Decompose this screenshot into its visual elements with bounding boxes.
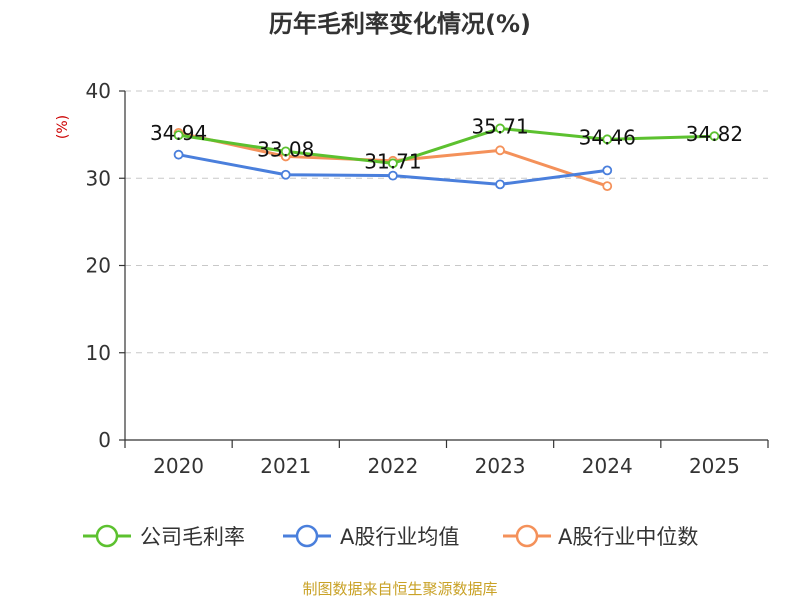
series-0-point-2023 [495, 123, 505, 134]
y-tick-label-4: 40 [86, 79, 111, 103]
legend-marker-1 [295, 524, 319, 548]
legend-marker-2 [515, 524, 539, 548]
x-tick-label-2020: 2020 [153, 454, 204, 478]
y-tick-label-3: 30 [86, 166, 111, 190]
data-label-2021: 33.08 [257, 137, 314, 161]
series-1-point-2024 [602, 165, 613, 176]
y-tick-label-0: 0 [98, 428, 111, 452]
series-1-point-2021 [280, 169, 291, 180]
series-1-point-2023 [495, 179, 505, 190]
legend-item-1[interactable]: A股行业均值 [283, 524, 459, 549]
x-tick-label-2025: 2025 [689, 454, 740, 478]
legend-item-0[interactable]: 公司毛利率 [83, 524, 245, 549]
series-0-point-2025 [709, 131, 720, 142]
series-0-point-2020 [173, 130, 184, 141]
series-line-0 [178, 126, 715, 165]
data-label-2020: 34.94 [150, 121, 207, 145]
x-tick-label-2023: 2023 [475, 454, 526, 478]
series-0-point-2022 [388, 158, 398, 169]
source-note: 制图数据来自恒生聚源数据库 [302, 580, 497, 598]
series-0-point-2024 [602, 134, 613, 145]
data-label-2025: 34.82 [686, 122, 743, 146]
y-tick-label-2: 20 [86, 254, 111, 278]
legend-label-0: 公司毛利率 [140, 525, 245, 549]
legend-item-2[interactable]: A股行业中位数 [503, 524, 698, 549]
x-tick-label-2022: 2022 [367, 454, 418, 478]
data-label-2023: 35.71 [471, 114, 528, 138]
series-0-point-2021 [280, 146, 291, 157]
data-label-layer: 34.94 33.08 31.71 35.71 34.46 34.82 [150, 114, 743, 173]
series-1-point-2020 [173, 149, 184, 160]
y-tick-label-1: 10 [86, 341, 111, 365]
series-layer [173, 123, 720, 192]
legend-marker-0 [95, 524, 119, 548]
y-axis-label: (%) [55, 115, 71, 139]
legend-label-2: A股行业中位数 [558, 525, 698, 549]
series-2-point-2023 [495, 145, 505, 156]
data-label-2022: 31.71 [364, 149, 421, 173]
series-2-point-2024 [602, 181, 613, 192]
x-tick-label-2021: 2021 [260, 454, 311, 478]
data-label-2024: 34.46 [579, 125, 636, 149]
legend: 公司毛利率 A股行业均值 A股行业中位数 [83, 524, 698, 549]
series-1-point-2022 [388, 170, 398, 181]
x-tick-label-2024: 2024 [582, 454, 633, 478]
axis-layer: 0 10 20 30 40 2020 2021 2022 2023 2024 2025 [86, 79, 769, 478]
legend-label-1: A股行业均值 [340, 525, 459, 549]
chart-title: 历年毛利率变化情况(%) [269, 10, 531, 38]
grid-layer [125, 90, 768, 354]
